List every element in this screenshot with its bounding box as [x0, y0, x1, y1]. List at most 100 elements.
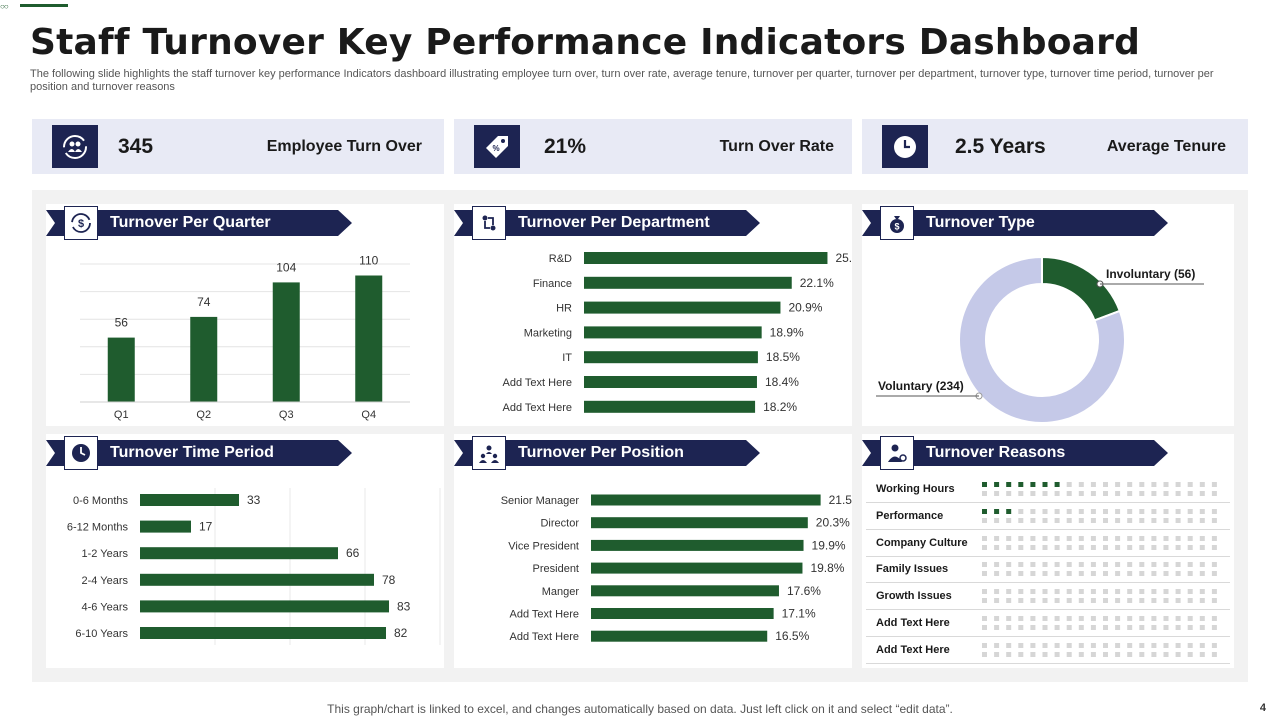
bar-value-label: 33: [247, 493, 261, 507]
bar-value-label: 18.9%: [770, 325, 804, 339]
dot-empty: [1030, 491, 1036, 496]
dot-empty: [1163, 625, 1169, 630]
dot-empty: [1030, 544, 1036, 550]
dot-empty: [1103, 517, 1108, 523]
corner-ring-icon: ○○: [0, 2, 9, 11]
dot-filled: [1042, 482, 1048, 487]
dot-empty: [1018, 544, 1024, 550]
dot-empty: [1163, 544, 1169, 550]
dot-empty: [1042, 589, 1048, 595]
dot-empty: [1139, 651, 1145, 657]
slice-label-voluntary: Voluntary (234): [878, 379, 964, 393]
reason-row: Working Hours: [866, 476, 1230, 503]
bar: [140, 494, 239, 506]
quarter-bar-chart: 56 Q1 74 Q2 104 Q3 110 Q4: [80, 254, 410, 421]
dot-empty: [1139, 598, 1145, 604]
department-bar-chart: R&D 25.9% Finance 22.1% HR 20.9% Marketing 18.9…: [502, 251, 852, 414]
dot-empty: [1199, 517, 1205, 523]
dot-empty: [1163, 598, 1169, 604]
dot-empty: [1151, 598, 1157, 604]
dot-empty: [982, 625, 987, 630]
y-tick-label: Add Text Here: [502, 402, 572, 414]
dot-empty: [1211, 589, 1217, 595]
dot-empty: [1151, 508, 1157, 514]
dot-empty: [1103, 616, 1108, 621]
dot-empty: [1054, 535, 1060, 541]
bar-value-label: 66: [346, 546, 360, 560]
dot-empty: [1151, 625, 1157, 630]
dot-empty: [1103, 482, 1108, 487]
x-tick-label: Q1: [114, 409, 129, 421]
dot-empty: [1187, 651, 1193, 657]
y-tick-label: President: [533, 563, 579, 575]
dot-empty: [1163, 571, 1169, 577]
dot-empty: [1211, 651, 1217, 657]
dot-empty: [1054, 589, 1060, 595]
dot-empty: [982, 544, 987, 550]
bar-value-label: 56: [115, 316, 129, 330]
bar-value-label: 110: [359, 254, 378, 268]
dot-empty: [1115, 642, 1121, 648]
dot-empty: [1175, 508, 1181, 514]
reason-label: Performance: [876, 509, 944, 522]
dot-empty: [994, 589, 1000, 595]
dot-empty: [1127, 535, 1133, 541]
dot-empty: [1054, 642, 1060, 648]
y-tick-label: 4-6 Years: [82, 601, 129, 613]
dot-empty: [1090, 598, 1096, 604]
reason-row: Performance: [866, 503, 1230, 530]
footer-note: This graph/chart is linked to excel, and…: [327, 702, 953, 716]
org-structure-icon: [472, 206, 506, 240]
dot-empty: [1187, 535, 1193, 541]
dot-empty: [1139, 544, 1145, 550]
team-icon: [472, 436, 506, 470]
reason-label: Growth Issues: [876, 590, 952, 603]
dot-empty: [994, 535, 1000, 541]
dot-empty: [1006, 598, 1012, 604]
dot-empty: [1090, 562, 1096, 568]
dashboard-area: 56 Q1 74 Q2 104 Q3 110 Q4 Turnover Per Quarter …: [32, 190, 1248, 682]
dot-empty: [1163, 535, 1169, 541]
panel-turnover-per-position: Senior Manager 21.5% Director 20.3% Vice Pre…: [454, 434, 852, 668]
dot-empty: [1151, 571, 1157, 577]
bar-value-label: 18.2%: [763, 400, 797, 414]
dot-empty: [1078, 598, 1084, 604]
dot-empty: [1127, 517, 1133, 523]
dot-empty: [1151, 482, 1157, 487]
y-tick-label: 6-10 Years: [75, 628, 128, 640]
bar-value-label: 19.8%: [810, 561, 844, 575]
dot-empty: [1175, 589, 1181, 595]
dot-empty: [1030, 589, 1036, 595]
dot-empty: [1151, 651, 1157, 657]
dot-empty: [1115, 598, 1121, 604]
dot-empty: [1090, 571, 1096, 577]
y-tick-label: Vice President: [508, 540, 579, 552]
kpi-label: Turn Over Rate: [719, 138, 834, 155]
dot-empty: [1103, 625, 1108, 630]
dot-empty: [1187, 616, 1193, 621]
dot-empty: [1139, 508, 1145, 514]
y-tick-label: Add Text Here: [502, 377, 572, 389]
dot-empty: [1030, 625, 1036, 630]
reason-dot-grid: [982, 562, 1217, 577]
person-gear-icon: [880, 436, 914, 470]
dot-empty: [1066, 589, 1072, 595]
y-tick-label: Add Text Here: [509, 631, 579, 643]
page-number: 4: [1259, 702, 1266, 714]
dot-empty: [982, 642, 987, 648]
dot-empty: [1042, 651, 1048, 657]
dot-empty: [1151, 491, 1157, 496]
dot-empty: [1066, 508, 1072, 514]
panel-turnover-reasons: Working Hours Performance Company Culture F…: [862, 434, 1234, 668]
dot-empty: [1054, 571, 1060, 577]
dot-empty: [1175, 535, 1181, 541]
dot-empty: [1103, 598, 1108, 604]
panel-title: Turnover Per Department: [518, 214, 710, 231]
dot-empty: [994, 598, 1000, 604]
y-tick-label: HR: [556, 303, 572, 315]
dot-empty: [1006, 544, 1012, 550]
dot-empty: [1175, 491, 1181, 496]
dot-empty: [1078, 535, 1084, 541]
dot-empty: [1066, 517, 1072, 523]
corner-accent-bar: [20, 4, 68, 7]
